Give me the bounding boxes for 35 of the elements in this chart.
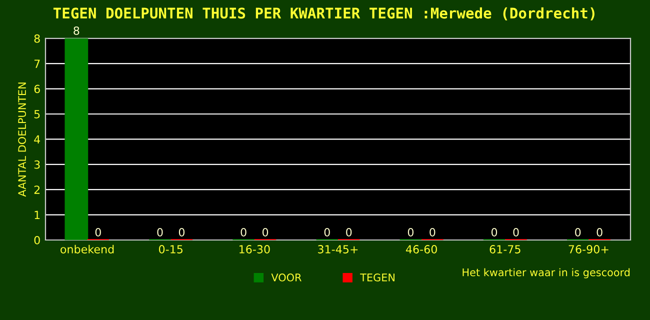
x-tick-label: onbekend <box>60 244 114 254</box>
y-axis-title: AANTAL DOELPUNTEN <box>18 82 26 197</box>
y-tick-label: 8 <box>34 34 40 43</box>
data-label: 0 <box>95 228 101 236</box>
data-label: 0 <box>346 228 352 236</box>
data-label: 8 <box>74 26 80 35</box>
legend-label: TEGEN <box>360 274 394 282</box>
x-axis-title: Het kwartier waar in is gescoord <box>462 268 630 278</box>
data-label: 0 <box>408 228 414 236</box>
data-label: 0 <box>513 228 519 236</box>
data-label: 0 <box>240 228 246 236</box>
x-tick-label: 76-90+ <box>568 245 608 254</box>
x-tick-label: 46-60 <box>406 245 437 254</box>
data-label: 0 <box>178 228 185 236</box>
data-label: 0 <box>596 228 602 236</box>
y-tick-label: 1 <box>34 210 40 220</box>
x-tick-label: 61-75 <box>490 245 520 254</box>
y-tick-label: 5 <box>34 110 40 118</box>
y-tick-label: 2 <box>34 186 40 194</box>
legend-label: VOOR <box>271 274 302 282</box>
x-tick-label: 0-15 <box>158 245 182 254</box>
y-tick-label: 4 <box>34 135 40 144</box>
data-label: 0 <box>324 228 330 236</box>
y-tick-label: 3 <box>34 160 40 169</box>
data-label: 0 <box>491 228 498 236</box>
y-tick-label: 7 <box>34 60 40 68</box>
x-tick-label: 16-30 <box>240 245 270 254</box>
y-tick-label: 0 <box>34 236 40 244</box>
data-label: 0 <box>262 228 268 236</box>
x-tick-label: 31-45+ <box>318 245 358 254</box>
chart-title: TEGEN DOELPUNTEN THUIS PER KWARTIER TEGEN :Merwede (Dordrecht) <box>53 7 594 20</box>
y-tick-label: 6 <box>34 84 40 94</box>
data-label: 0 <box>430 228 436 236</box>
data-label: 0 <box>157 228 163 236</box>
data-label: 0 <box>575 228 581 236</box>
